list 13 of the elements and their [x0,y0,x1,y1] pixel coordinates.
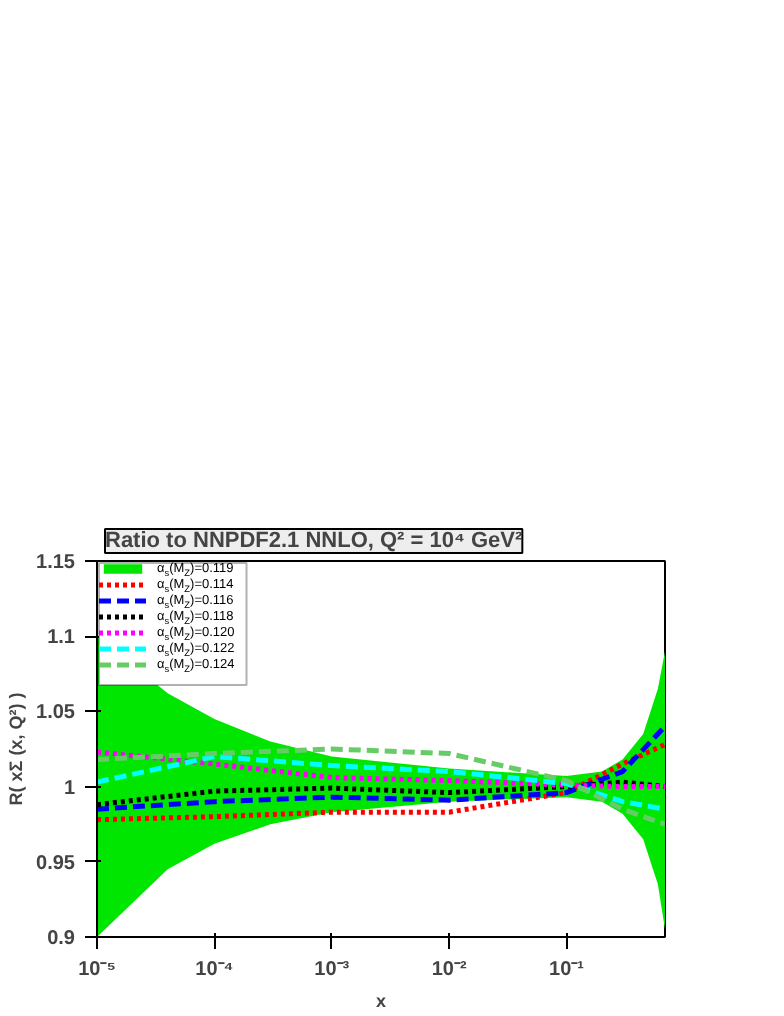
y-tick-label: 1.15 [36,552,76,574]
x-tick-label: 10⁻⁵ [78,959,117,981]
y-tick-label: 1.1 [47,627,76,650]
y-axis-title: R( xΣ (x, Q²) ) [6,692,27,806]
x-tick-label: 10⁻⁴ [195,959,234,981]
x-tick-label: 10⁻² [431,959,468,981]
x-axis-title: x [375,991,387,1011]
x-tick-label: 10⁻³ [314,959,351,981]
x-tick-label: 10⁻¹ [549,959,586,981]
y-tick-label: 0.95 [36,852,76,875]
y-tick-label: 0.9 [47,928,76,950]
y-tick-label: 1 [63,777,76,800]
y-tick-label: 1.05 [36,702,76,725]
